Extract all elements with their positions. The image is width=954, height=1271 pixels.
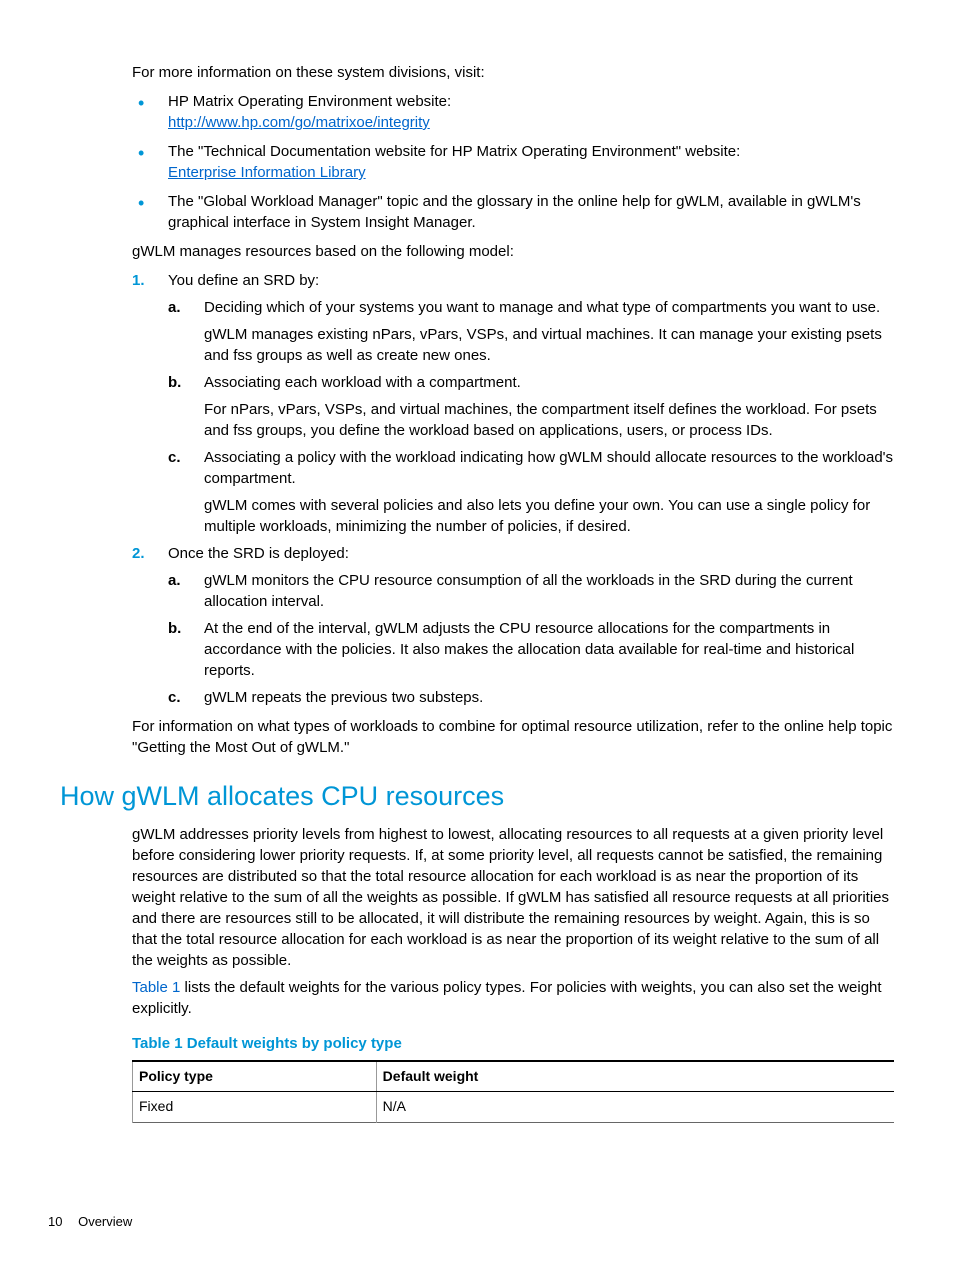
step-2-subs: a. gWLM monitors the CPU resource consum… xyxy=(168,570,894,708)
bullet-text: The "Technical Documentation website for… xyxy=(168,141,894,162)
step-text: Once the SRD is deployed: xyxy=(168,545,349,562)
model-intro: gWLM manages resources based on the foll… xyxy=(132,241,894,262)
allocation-paragraph: gWLM addresses priority levels from high… xyxy=(132,824,894,971)
policy-weights-table: Policy type Default weight Fixed N/A xyxy=(132,1060,894,1123)
enterprise-library-link[interactable]: Enterprise Information Library xyxy=(168,164,366,181)
bullet-item: The "Technical Documentation website for… xyxy=(132,141,894,183)
table-cell: N/A xyxy=(376,1092,894,1123)
table-ref-paragraph: Table 1 lists the default weights for th… xyxy=(132,977,894,1019)
intro-paragraph: For more information on these system div… xyxy=(132,62,894,83)
model-steps: 1. You define an SRD by: a. Deciding whi… xyxy=(132,270,894,708)
resource-links-list: HP Matrix Operating Environment website:… xyxy=(132,91,894,233)
sub-marker: a. xyxy=(168,297,181,318)
substep: a. gWLM monitors the CPU resource consum… xyxy=(168,570,894,612)
sub-marker: b. xyxy=(168,618,181,639)
step-2: 2. Once the SRD is deployed: a. gWLM mon… xyxy=(132,543,894,708)
substep: b. Associating each workload with a comp… xyxy=(168,372,894,441)
sub-text: At the end of the interval, gWLM adjusts… xyxy=(204,618,894,681)
sub-text: gWLM repeats the previous two substeps. xyxy=(204,687,894,708)
sub-text: For nPars, vPars, VSPs, and virtual mach… xyxy=(204,399,894,441)
table-row: Fixed N/A xyxy=(133,1092,895,1123)
substep: a. Deciding which of your systems you wa… xyxy=(168,297,894,366)
table-cell: Fixed xyxy=(133,1092,377,1123)
sub-marker: a. xyxy=(168,570,181,591)
sub-text: Associating each workload with a compart… xyxy=(204,372,894,393)
sub-text: gWLM comes with several policies and als… xyxy=(204,495,894,537)
sub-text: gWLM manages existing nPars, vPars, VSPs… xyxy=(204,324,894,366)
sub-text: Deciding which of your systems you want … xyxy=(204,297,894,318)
table-ref-text: lists the default weights for the variou… xyxy=(132,979,882,1017)
sub-marker: c. xyxy=(168,687,181,708)
step-1: 1. You define an SRD by: a. Deciding whi… xyxy=(132,270,894,537)
matrix-link[interactable]: http://www.hp.com/go/matrixoe/integrity xyxy=(168,114,430,131)
bullet-text: The "Global Workload Manager" topic and … xyxy=(168,191,894,233)
sub-marker: c. xyxy=(168,447,181,468)
page-footer: 10 Overview xyxy=(48,1213,132,1231)
substep: c. gWLM repeats the previous two substep… xyxy=(168,687,894,708)
page-content: For more information on these system div… xyxy=(132,62,894,1123)
table-ref-link[interactable]: Table 1 xyxy=(132,979,180,996)
page-number: 10 xyxy=(48,1214,62,1229)
section-heading: How gWLM allocates CPU resources xyxy=(60,778,894,816)
bullet-text: HP Matrix Operating Environment website: xyxy=(168,91,894,112)
step-marker: 2. xyxy=(132,543,145,564)
sub-marker: b. xyxy=(168,372,181,393)
table-caption: Table 1 Default weights by policy type xyxy=(132,1033,894,1054)
bullet-item: The "Global Workload Manager" topic and … xyxy=(132,191,894,233)
sub-text: Associating a policy with the workload i… xyxy=(204,447,894,489)
substep: b. At the end of the interval, gWLM adju… xyxy=(168,618,894,681)
table-header: Policy type xyxy=(133,1061,377,1092)
substep: c. Associating a policy with the workloa… xyxy=(168,447,894,537)
step-text: You define an SRD by: xyxy=(168,272,319,289)
footer-section: Overview xyxy=(78,1214,132,1229)
step-1-subs: a. Deciding which of your systems you wa… xyxy=(168,297,894,537)
sub-text: gWLM monitors the CPU resource consumpti… xyxy=(204,570,894,612)
table-header: Default weight xyxy=(376,1061,894,1092)
step-marker: 1. xyxy=(132,270,145,291)
bullet-item: HP Matrix Operating Environment website:… xyxy=(132,91,894,133)
outro-paragraph: For information on what types of workloa… xyxy=(132,716,894,758)
